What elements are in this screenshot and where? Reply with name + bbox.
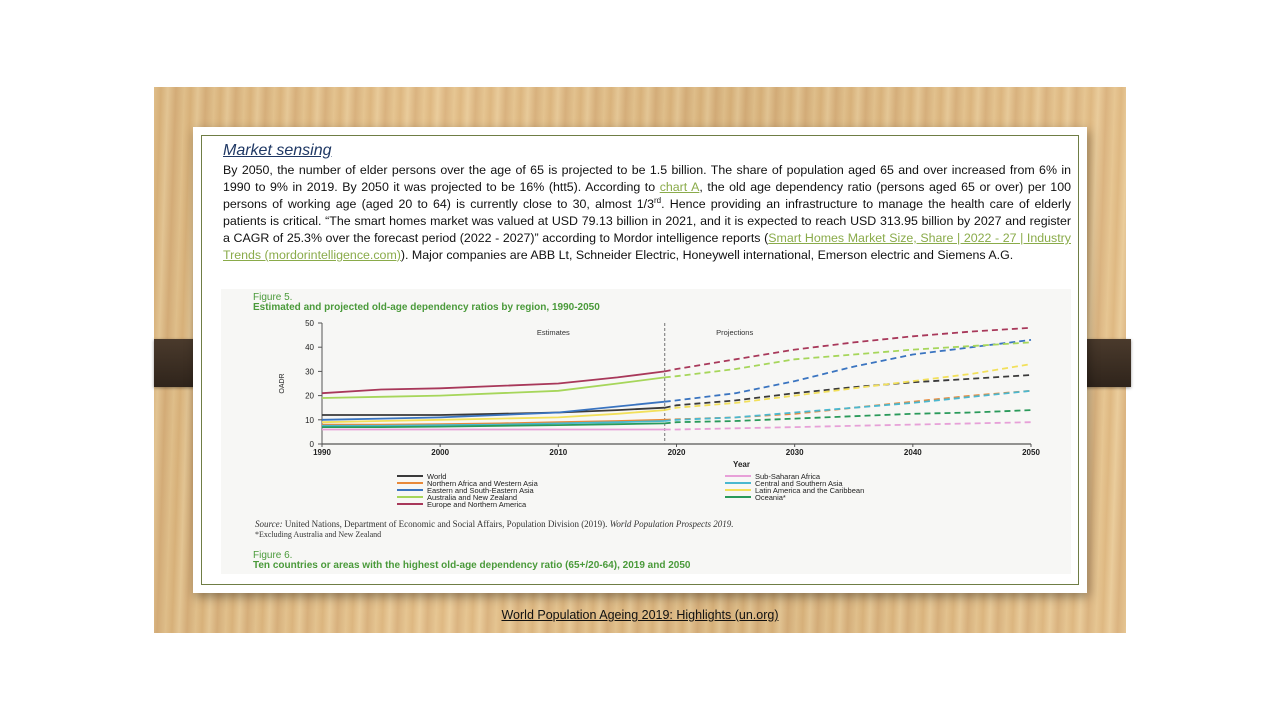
next-figure-title: Ten countries or areas with the highest … — [253, 560, 691, 571]
legend-label-eastern-and-south-eastern-asia: Eastern and South-Eastern Asia — [427, 486, 535, 495]
y-tick-label: 40 — [305, 343, 314, 352]
series-line-eastern-and-south-eastern-asia-estimate — [321, 400, 665, 421]
superscript-rd: rd — [654, 195, 662, 205]
body-paragraph: By 2050, the number of elder persons ove… — [223, 162, 1071, 264]
x-tick-label: 2000 — [431, 448, 449, 457]
legend-label-sub-saharan-africa: Sub-Saharan Africa — [755, 472, 821, 481]
legend-label-world: World — [427, 472, 446, 481]
series-line-latin-america-and-the-caribbean-projection — [664, 363, 1032, 411]
y-tick-label: 10 — [305, 416, 314, 425]
source-caption-link[interactable]: World Population Ageing 2019: Highlights… — [501, 608, 779, 622]
source-text: United Nations, Department of Economic a… — [282, 519, 610, 529]
mordor-link[interactable]: Smart Homes Market Size, Share | 2022 - … — [223, 231, 1071, 262]
legend-label-latin-america-and-the-caribbean: Latin America and the Caribbean — [755, 486, 864, 495]
source-publication: World Population Prospects 2019. — [609, 519, 734, 529]
y-tick-label: 0 — [310, 440, 315, 449]
legend-label-oceania: Oceania* — [755, 493, 786, 502]
para-text-1: By 2050, the number of elder persons ove… — [223, 163, 1071, 194]
series-line-oceania-projection — [664, 409, 1032, 425]
series-line-europe-and-northern-america-projection — [664, 326, 1032, 373]
figure-source: Source: United Nations, Department of Ec… — [255, 519, 734, 529]
series-line-oceania-estimate — [322, 422, 665, 428]
legend-label-australia-and-new-zealand: Australia and New Zealand — [427, 493, 517, 502]
figure-label: Figure 5. — [253, 292, 293, 303]
projections-label: Projections — [716, 328, 753, 337]
x-tick-label: 2040 — [904, 448, 922, 457]
legend-label-central-and-southern-asia: Central and Southern Asia — [755, 479, 843, 488]
chart-a-link[interactable]: chart A — [659, 180, 700, 194]
series-line-central-and-southern-asia-estimate — [322, 420, 665, 427]
y-tick-label: 50 — [305, 319, 314, 328]
estimates-label: Estimates — [537, 328, 570, 337]
legend-label-europe-and-northern-america: Europe and Northern America — [427, 500, 527, 509]
x-tick-label: 2020 — [668, 448, 686, 457]
para-text-2: , the old age dependency ratio (persons … — [223, 180, 1071, 211]
series-line-eastern-and-south-eastern-asia-projection — [664, 339, 1032, 403]
series-line-northern-africa-and-western-asia-estimate — [322, 418, 665, 426]
card-frame — [201, 135, 1079, 585]
source-italic: Source: — [255, 519, 283, 529]
series-line-latin-america-and-the-caribbean-estimate — [321, 409, 665, 424]
y-tick-label: 20 — [305, 392, 314, 401]
figure-footnote: *Excluding Australia and New Zealand — [255, 530, 382, 539]
content-card: Market sensing By 2050, the number of el… — [193, 127, 1087, 593]
legend-label-northern-africa-and-western-asia: Northern Africa and Western Asia — [427, 479, 539, 488]
x-axis-label: Year — [733, 460, 750, 469]
figure-title: Estimated and projected old-age dependen… — [253, 302, 600, 313]
series-line-sub-saharan-africa-projection — [664, 421, 1032, 431]
series-line-world-estimate — [322, 406, 665, 416]
para-text-4: ). Major companies are ABB Lt, Schneider… — [400, 248, 1014, 262]
y-tick-label: 30 — [305, 367, 314, 376]
figure-image: Figure 5. Estimated and projected old-ag… — [221, 289, 1071, 574]
series-line-australia-and-new-zealand-projection — [664, 341, 1032, 379]
series-line-europe-and-northern-america-estimate — [321, 370, 665, 395]
series-line-world-projection — [664, 374, 1032, 409]
series-line-central-and-southern-asia-projection — [664, 389, 1032, 422]
para-text-3: . Hence providing an infrastructure to m… — [223, 197, 1072, 245]
x-tick-label: 2050 — [1022, 448, 1040, 457]
series-line-australia-and-new-zealand-estimate — [321, 376, 665, 399]
next-figure-label: Figure 6. — [253, 550, 293, 561]
x-tick-label: 2010 — [549, 448, 567, 457]
section-heading: Market sensing — [223, 142, 332, 159]
y-axis-label: OADR — [279, 373, 286, 393]
x-tick-label: 1990 — [313, 448, 331, 457]
x-tick-label: 2030 — [786, 448, 804, 457]
